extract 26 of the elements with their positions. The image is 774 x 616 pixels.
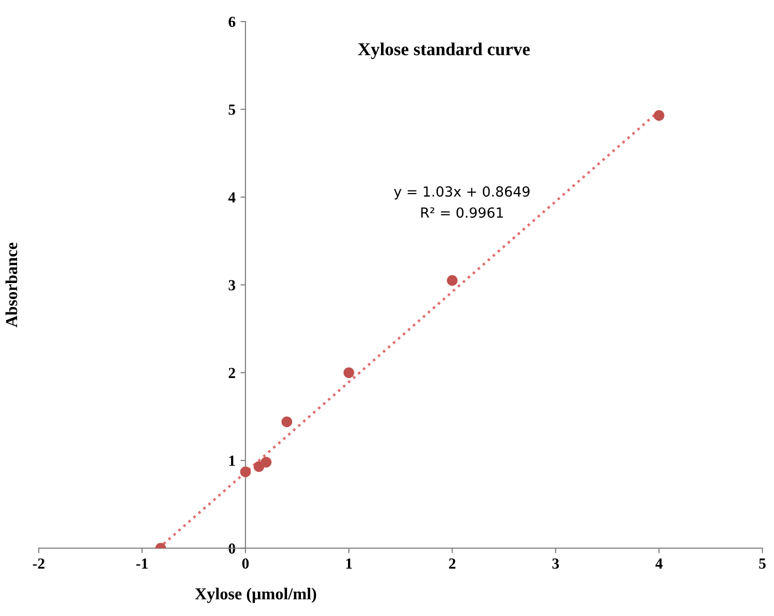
x-tick-label: 0 <box>242 558 249 569</box>
x-tick-label: 5 <box>759 558 766 569</box>
point <box>260 456 272 468</box>
annotation: R² = 0.9961 <box>421 207 503 218</box>
y-tick-label: 5 <box>228 104 236 115</box>
point <box>240 466 251 478</box>
point <box>446 275 458 286</box>
y-tick-label: 2 <box>228 368 236 378</box>
y-tick-label: 3 <box>228 280 236 290</box>
annotation: y = 1.03x + 0.8649 <box>394 186 530 200</box>
point <box>344 367 354 378</box>
x-tick-label: -2 <box>32 558 44 569</box>
x-tick-label: -1 <box>136 558 148 569</box>
x-axis-title: Xylose (µmol/ml) <box>195 588 316 603</box>
point <box>281 416 292 428</box>
x-tick-label: 1 <box>346 558 352 569</box>
y-tick-label: 6 <box>228 16 236 28</box>
x-tick-label: 2 <box>449 558 456 569</box>
y-axis-title: Absorbance <box>5 242 18 328</box>
x-tick-label: 4 <box>655 558 663 569</box>
text: Xylose standard curve <box>358 42 530 60</box>
y-tick-label: 1 <box>229 456 235 466</box>
x-tick-label: 3 <box>552 558 559 569</box>
y-tick-label: 4 <box>228 192 236 202</box>
point <box>654 110 664 121</box>
point <box>254 461 264 472</box>
